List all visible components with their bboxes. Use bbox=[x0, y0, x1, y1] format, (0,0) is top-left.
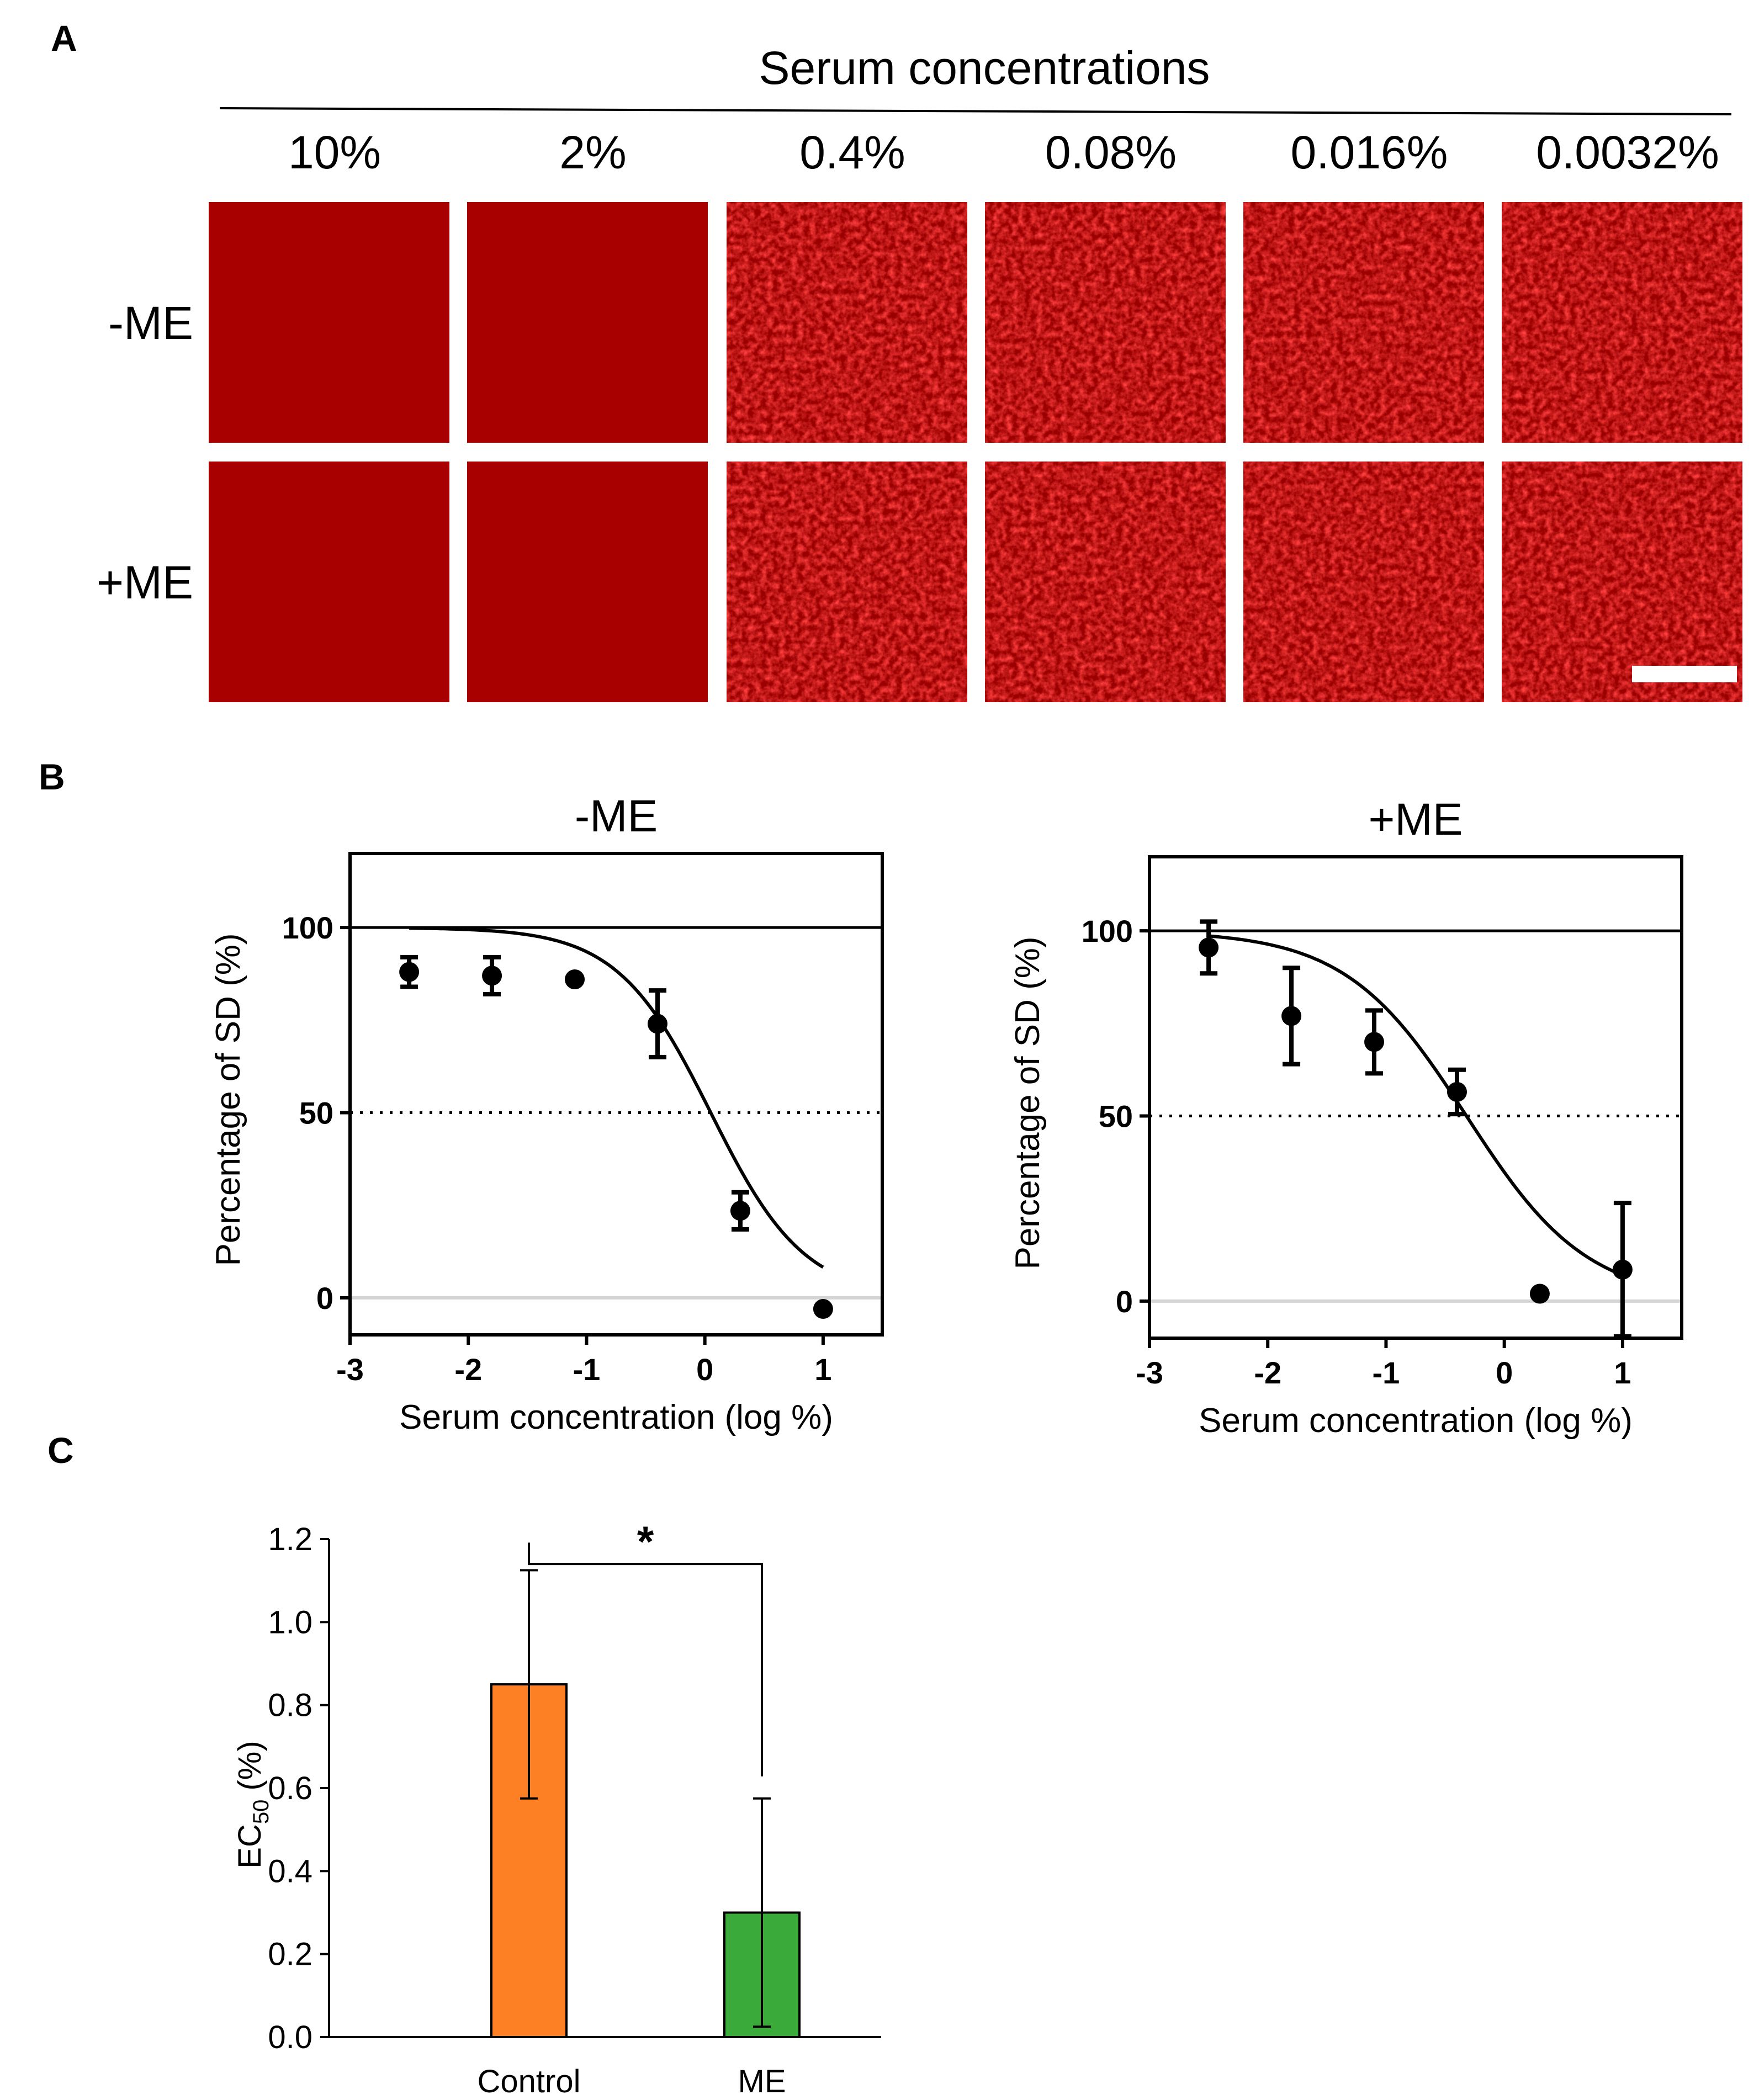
data-point-4 bbox=[1529, 1284, 1550, 1304]
micrograph-texture bbox=[1243, 202, 1484, 443]
y-tick-label: 50 bbox=[1099, 1099, 1133, 1134]
significance-bracket bbox=[528, 1542, 763, 1776]
data-point-3 bbox=[1447, 1081, 1467, 1102]
y-tick-label: 0 bbox=[1116, 1284, 1133, 1319]
data-point-1 bbox=[482, 966, 502, 986]
y-tick-label: 100 bbox=[282, 910, 333, 945]
x-tick-label: 0 bbox=[696, 1352, 713, 1387]
micrograph-texture bbox=[1502, 462, 1742, 702]
chart-minus-me: -ME 0 50 100 -3 -2 -1 0 1 Serum concentration (lo… bbox=[209, 791, 884, 1436]
micrograph-texture bbox=[1502, 202, 1742, 443]
chart-plus-me: +ME 0 50 100 -3 -2 -1 0 1 Serum concentration (lo… bbox=[1009, 794, 1683, 1440]
category-label-control: Control bbox=[478, 2064, 581, 2099]
data-point-4 bbox=[730, 1201, 750, 1221]
x-tick-label: 1 bbox=[814, 1352, 831, 1387]
x-tick-label: 1 bbox=[1614, 1355, 1631, 1390]
scale-bar bbox=[1632, 666, 1737, 682]
y-axis-label: EC50 (%) bbox=[232, 1741, 273, 1868]
x-tick-label: -2 bbox=[454, 1352, 482, 1387]
chart-ec50-bar: 0.0 0.2 0.4 0.6 0.8 1.0 1.2 Control ME * EC50 (%) bbox=[232, 1517, 881, 2099]
x-tick-label: -2 bbox=[1254, 1355, 1281, 1390]
column-label-0-016: 0.016% bbox=[1291, 126, 1448, 178]
data-point-5 bbox=[813, 1299, 833, 1319]
column-label-10: 10% bbox=[288, 126, 381, 178]
plot-frame bbox=[348, 852, 884, 1337]
serum-concentrations-header: Serum concentrations bbox=[759, 42, 1210, 94]
y-tick-label: 0.6 bbox=[268, 1770, 312, 1806]
data-point-3 bbox=[647, 1014, 667, 1034]
panel-letter-c: C bbox=[47, 1430, 74, 1471]
y-axis-label-unit: (%) bbox=[232, 1741, 268, 1799]
x-tick-label: 0 bbox=[1496, 1355, 1513, 1390]
data-point-0 bbox=[399, 962, 420, 982]
x-axis-label: Serum concentration (log %) bbox=[399, 1398, 833, 1436]
y-tick-label: 0 bbox=[316, 1281, 333, 1316]
micrograph-texture bbox=[985, 462, 1226, 702]
micrograph-me-10 bbox=[209, 202, 449, 443]
x-tick-label: -3 bbox=[336, 1352, 364, 1387]
y-axis-label-main: EC bbox=[232, 1824, 268, 1869]
micrograph-texture bbox=[727, 202, 967, 443]
micrograph-texture bbox=[1243, 462, 1484, 702]
panel-letter-b: B bbox=[39, 756, 65, 797]
panel-letter-a: A bbox=[51, 18, 77, 59]
fit-curve bbox=[1208, 934, 1624, 1277]
x-tick-label: -1 bbox=[573, 1352, 601, 1387]
y-tick-label: 0.0 bbox=[268, 2019, 312, 2055]
data-point-0 bbox=[1199, 937, 1219, 958]
y-axis-label: Percentage of SD (%) bbox=[1009, 936, 1047, 1269]
row-label-me: -ME bbox=[108, 297, 193, 349]
y-tick-label: 0.4 bbox=[268, 1853, 312, 1889]
significance-marker: * bbox=[637, 1517, 654, 1566]
category-label-me: ME bbox=[738, 2064, 786, 2099]
y-axis-label-subscript: 50 bbox=[249, 1800, 273, 1825]
column-label-2: 2% bbox=[559, 126, 626, 178]
panel-a-image-grid: Serum concentrations 10% 2% 0.4% 0.08% 0.016… bbox=[97, 42, 1742, 702]
x-axis-label: Serum concentration (log %) bbox=[1199, 1402, 1633, 1440]
chart-title: +ME bbox=[1369, 794, 1463, 845]
column-label-0-0032: 0.0032% bbox=[1536, 126, 1719, 178]
column-label-0-08: 0.08% bbox=[1045, 126, 1177, 178]
row-label-me: +ME bbox=[97, 556, 193, 608]
y-axis-label: Percentage of SD (%) bbox=[209, 933, 247, 1266]
data-point-2 bbox=[1364, 1032, 1385, 1052]
chart-title: -ME bbox=[575, 791, 658, 841]
data-point-2 bbox=[565, 969, 585, 990]
bar-control bbox=[490, 1683, 568, 2038]
fit-curve bbox=[409, 926, 824, 1269]
header-underline bbox=[219, 107, 1732, 115]
y-tick-label: 1.0 bbox=[268, 1604, 312, 1640]
micrograph-texture bbox=[727, 462, 967, 702]
micrograph-me-2 bbox=[467, 202, 708, 443]
y-tick-label: 1.2 bbox=[268, 1521, 312, 1557]
column-label-0-4: 0.4% bbox=[799, 126, 905, 178]
data-point-1 bbox=[1281, 1006, 1302, 1026]
x-tick-label: -3 bbox=[1136, 1355, 1163, 1390]
x-tick-label: -1 bbox=[1373, 1355, 1400, 1390]
y-tick-label: 50 bbox=[299, 1096, 333, 1131]
micrograph-me-10 bbox=[209, 462, 449, 702]
plot-frame bbox=[1148, 855, 1683, 1340]
micrograph-me-2 bbox=[467, 462, 708, 702]
y-tick-label: 0.2 bbox=[268, 1937, 312, 1972]
data-point-5 bbox=[1612, 1259, 1633, 1280]
y-tick-label: 0.8 bbox=[268, 1688, 312, 1724]
y-tick-label: 100 bbox=[1082, 914, 1133, 948]
micrograph-texture bbox=[985, 202, 1226, 443]
